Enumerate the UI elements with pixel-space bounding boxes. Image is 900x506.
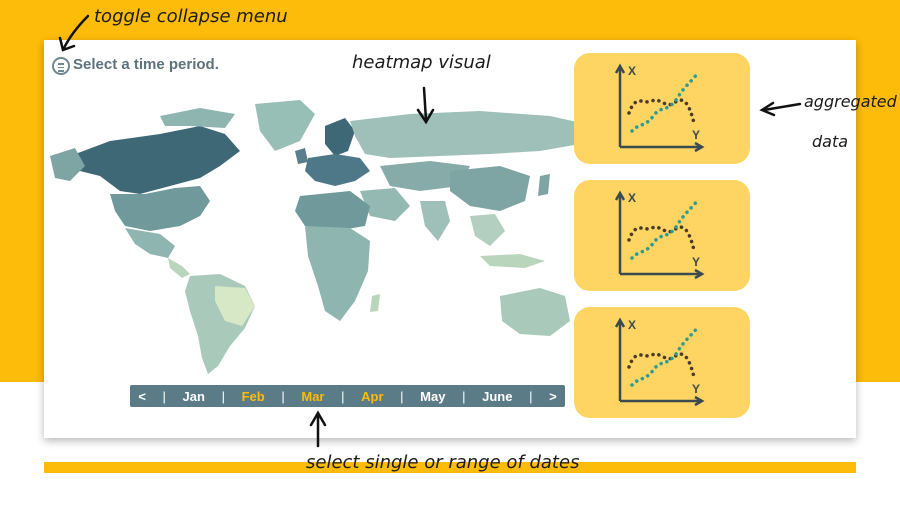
aggregated-chart-2[interactable]: X Y bbox=[574, 180, 750, 291]
accent-bar bbox=[44, 462, 856, 473]
month-feb[interactable]: Feb bbox=[241, 388, 265, 404]
month-jan[interactable]: Jan bbox=[182, 388, 205, 404]
region-arctic-islands bbox=[160, 108, 235, 128]
region-usa bbox=[110, 186, 210, 231]
month-may[interactable]: May bbox=[420, 388, 446, 404]
annotation-heatmap: heatmap visual bbox=[352, 52, 491, 73]
region-greenland bbox=[255, 100, 315, 151]
x-axis-label: X bbox=[628, 191, 636, 205]
region-uk bbox=[295, 148, 308, 164]
region-madagascar bbox=[370, 294, 380, 312]
region-australia bbox=[500, 288, 570, 336]
x-axis-label: X bbox=[628, 318, 636, 332]
region-japan bbox=[538, 174, 550, 196]
next-button[interactable]: > bbox=[549, 388, 557, 404]
y-axis-label: Y bbox=[692, 128, 700, 142]
region-africa bbox=[305, 226, 370, 321]
annotation-data: data bbox=[812, 132, 849, 151]
line-chart-icon: X Y bbox=[614, 317, 705, 407]
region-scandinavia bbox=[325, 118, 355, 156]
region-southeast-asia bbox=[470, 214, 505, 246]
region-central-asia bbox=[380, 161, 470, 191]
region-europe bbox=[305, 154, 370, 186]
menu-toggle-icon[interactable] bbox=[52, 57, 70, 75]
prev-button[interactable]: < bbox=[138, 388, 146, 404]
region-brazil bbox=[215, 286, 255, 326]
y-axis-label: Y bbox=[692, 382, 700, 396]
line-chart-icon: X Y bbox=[614, 190, 705, 280]
aggregated-chart-3[interactable]: X Y bbox=[574, 307, 750, 418]
annotation-toggle: toggle collapse menu bbox=[94, 6, 288, 27]
region-china bbox=[450, 166, 530, 211]
y-axis-label: Y bbox=[692, 255, 700, 269]
month-apr[interactable]: Apr bbox=[361, 388, 384, 404]
annotation-select: select single or range of dates bbox=[306, 452, 580, 473]
world-heatmap[interactable] bbox=[50, 96, 610, 376]
region-canada bbox=[70, 126, 240, 194]
page-title: Select a time period. bbox=[73, 56, 219, 73]
region-central-america bbox=[168, 258, 190, 278]
region-north-africa bbox=[295, 191, 370, 231]
x-axis-label: X bbox=[628, 64, 636, 78]
line-chart-icon: X Y bbox=[614, 63, 705, 153]
region-mexico bbox=[125, 228, 175, 258]
region-india bbox=[420, 201, 450, 241]
region-middle-east bbox=[360, 188, 410, 221]
month-mar[interactable]: Mar bbox=[301, 388, 325, 404]
region-russia bbox=[350, 111, 595, 158]
annotation-aggregated: aggregated bbox=[804, 92, 897, 111]
month-june[interactable]: June bbox=[482, 388, 513, 404]
region-indonesia bbox=[480, 254, 545, 268]
aggregated-chart-1[interactable]: X Y bbox=[574, 53, 750, 164]
month-selector[interactable]: < | Jan | Feb | Mar | Apr | May | June |… bbox=[130, 385, 565, 407]
region-alaska bbox=[50, 148, 85, 181]
